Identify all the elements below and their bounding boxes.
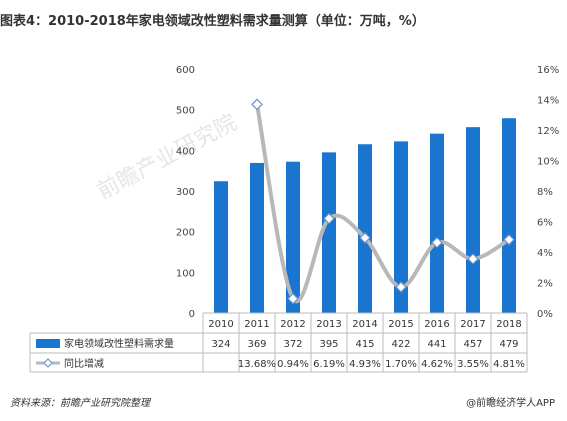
legend-marker-line	[43, 358, 53, 368]
y-right-tick-label: 6%	[537, 218, 553, 229]
data-table: 2010 2011 2012 2013 2014 2015 2016 2017 2018 家电领域…	[29, 312, 528, 373]
bar	[286, 161, 300, 313]
x-tick-label: 2016	[424, 319, 449, 330]
y-left-tick-label: 200	[176, 228, 195, 239]
y-right-tick-label: 12%	[537, 126, 559, 137]
table-cell-line-value: 4.93%	[349, 359, 381, 370]
table-cell-bar-value: 479	[499, 339, 518, 350]
y-right-tick-label: 8%	[537, 187, 553, 198]
x-tick-label: 2010	[208, 319, 233, 330]
table-cell-bar-value: 415	[355, 339, 374, 350]
bar	[394, 141, 408, 313]
legend-swatch-bar	[36, 339, 60, 348]
y-left-tick-label: 100	[176, 268, 195, 279]
table-cell-bar-value: 395	[319, 339, 338, 350]
y-left-tick-label: 600	[176, 65, 195, 76]
bar	[322, 152, 336, 313]
x-tick-label: 2015	[388, 319, 413, 330]
table-cell-bar-value: 324	[211, 339, 230, 350]
bar	[502, 118, 516, 313]
bar	[358, 144, 372, 313]
table-cell-line-value: 13.68%	[238, 359, 276, 370]
y-right-tick-label: 2%	[537, 279, 553, 290]
brand-credit: @前瞻经济学人APP	[466, 398, 555, 409]
x-tick-label: 2012	[280, 319, 305, 330]
growth-marker	[359, 231, 371, 244]
growth-marker	[251, 98, 263, 111]
table-cell-bar-value: 372	[283, 339, 302, 350]
x-tick-label: 2017	[460, 319, 485, 330]
table-cell-line-value: 6.19%	[313, 359, 345, 370]
y-left-tick-label: 300	[176, 187, 195, 198]
growth-marker	[395, 281, 407, 293]
growth-marker	[503, 233, 515, 246]
y-right-tick-label: 16%	[537, 65, 559, 76]
source-note: 资料来源：前瞻产业研究院整理	[10, 398, 150, 409]
legend-label-line: 同比增减	[64, 357, 104, 370]
y-right-tick-label: 4%	[537, 248, 553, 259]
growth-marker	[431, 236, 443, 249]
bar	[250, 162, 264, 313]
bar	[466, 127, 480, 313]
bars-layer	[214, 118, 516, 313]
x-tick-label: 2013	[316, 319, 341, 330]
x-tick-label: 2014	[352, 319, 377, 330]
legend-label-bar: 家电领域改性塑料需求量	[64, 337, 174, 350]
y-left-tick-label: 0	[189, 309, 195, 320]
table-cell-bar-value: 422	[391, 339, 410, 350]
table-cell-line-value: 1.70%	[385, 359, 417, 370]
growth-marker	[323, 212, 335, 225]
x-tick-label: 2018	[496, 319, 521, 330]
y-right-tick-label: 14%	[537, 96, 559, 107]
y-left-tick-label: 400	[176, 146, 195, 157]
bar	[430, 133, 444, 313]
y-right-tick-label: 0%	[537, 309, 553, 320]
bar	[214, 181, 228, 313]
growth-marker	[467, 253, 479, 265]
chart-title: 图表4：2010-2018年家电领域改性塑料需求量测算（单位：万吨，%）	[0, 14, 425, 29]
growth-marker	[287, 292, 299, 305]
table-cell-line-value: 0.94%	[277, 359, 309, 370]
x-tick-label: 2011	[244, 319, 269, 330]
line-layer	[251, 98, 515, 305]
table-cell-bar-value: 369	[247, 339, 266, 350]
table-cell-line-value: 4.81%	[493, 359, 525, 370]
y-left-tick-label: 500	[176, 106, 195, 117]
table-cell-bar-value: 457	[463, 339, 482, 350]
table-cell-line-value: 3.55%	[457, 359, 489, 370]
table-cell-bar-value: 441	[427, 339, 446, 350]
table-cell-line-value: 4.62%	[421, 359, 453, 370]
y-right-tick-label: 10%	[537, 157, 559, 168]
